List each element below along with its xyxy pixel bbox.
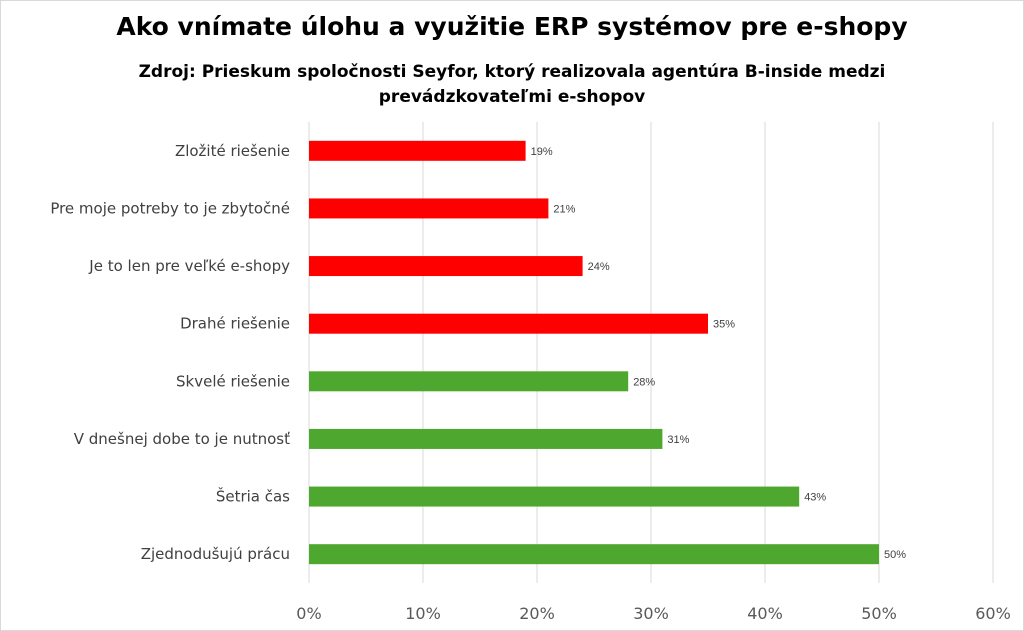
category-label: Je to len pre veľké e-shopy	[88, 257, 290, 275]
data-label: 50%	[884, 549, 906, 561]
data-label: 28%	[633, 376, 655, 388]
data-label: 31%	[667, 434, 689, 446]
category-label: Pre moje potreby to je zbytočné	[50, 199, 290, 217]
data-label: 24%	[588, 261, 610, 273]
bar	[309, 256, 583, 277]
category-label: Drahé riešenie	[180, 315, 290, 333]
bar	[309, 544, 879, 565]
category-label: Šetria čas	[216, 487, 290, 506]
x-tick-label: 30%	[633, 604, 669, 623]
bar	[309, 428, 663, 449]
bar	[309, 313, 708, 334]
bar	[309, 198, 549, 219]
category-label: Skvelé riešenie	[176, 372, 290, 390]
category-label: V dnešnej dobe to je nutnosť	[74, 430, 290, 448]
bar	[309, 140, 526, 161]
x-tick-label: 50%	[861, 604, 897, 623]
chart-title: Ako vnímate úlohu a využitie ERP systémo…	[116, 12, 908, 41]
x-tick-label: 0%	[296, 604, 321, 623]
x-tick-label: 60%	[975, 604, 1011, 623]
bar	[309, 486, 800, 507]
x-tick-label: 10%	[405, 604, 441, 623]
bar	[309, 371, 629, 392]
data-label: 19%	[531, 146, 553, 158]
category-label: Zložité riešenie	[175, 142, 290, 160]
x-tick-label: 40%	[747, 604, 783, 623]
category-label: Zjednodušujú prácu	[141, 545, 290, 563]
data-label: 21%	[553, 203, 575, 215]
data-label: 43%	[804, 492, 826, 504]
x-tick-label: 20%	[519, 604, 555, 623]
data-label: 35%	[713, 319, 735, 331]
chart-subtitle: Zdroj: Prieskum spoločnosti Seyfor, ktor…	[138, 62, 886, 107]
